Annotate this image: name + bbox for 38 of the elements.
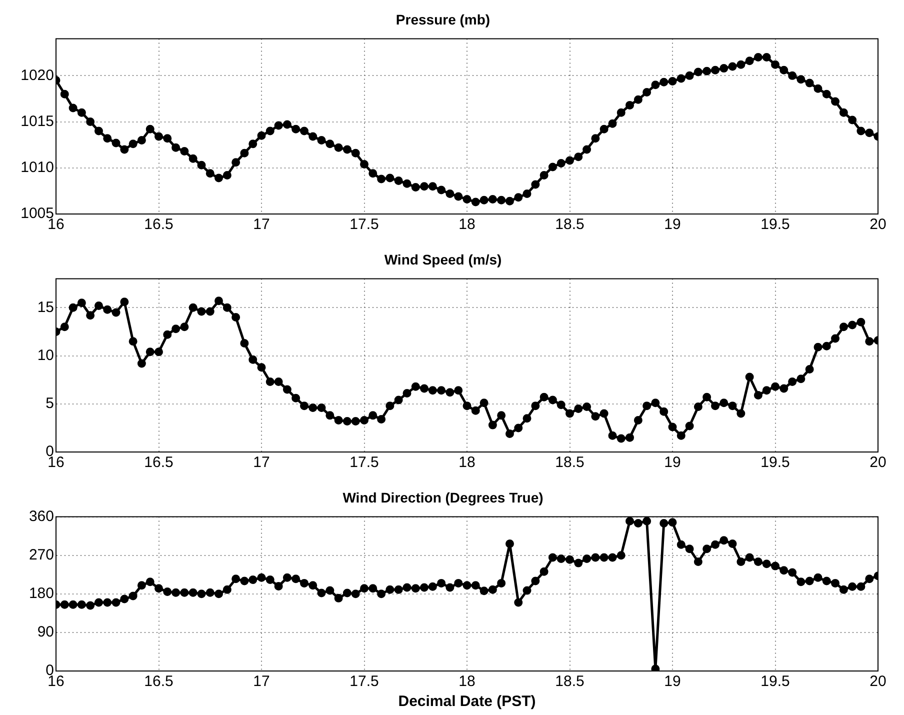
y-tick-label: 270 — [28, 546, 54, 564]
x-tick-label: 17.5 — [350, 454, 379, 472]
y-tick-label: 180 — [28, 585, 54, 602]
y-tick-label: 15 — [37, 298, 54, 316]
x-tick-label: 18.5 — [555, 673, 584, 690]
x-tick-label: 19 — [664, 454, 681, 472]
chart-title: Wind Speed (m/s) — [384, 251, 502, 268]
y-tick-label: 10 — [37, 346, 54, 364]
x-tick-label: 19.5 — [760, 454, 790, 472]
x-tick-label: 18 — [458, 216, 476, 234]
x-tick-label: 17.5 — [350, 673, 379, 690]
x-tick-label: 16.5 — [144, 454, 174, 472]
x-tick-label: 20 — [870, 673, 886, 690]
chart-title: Wind Direction (Degrees True) — [342, 489, 544, 506]
y-tick-label: 90 — [37, 624, 54, 641]
x-tick-label: 17 — [253, 454, 270, 472]
y-tick-label: 1015 — [20, 112, 54, 130]
x-tick-label: 19.5 — [760, 216, 790, 234]
x-tick-label: 17 — [253, 216, 270, 234]
x-tick-label: 19.5 — [760, 673, 790, 690]
x-tick-label: 16.5 — [144, 673, 174, 690]
x-tick-label: 17.5 — [350, 216, 379, 234]
x-tick-label: 19 — [664, 216, 681, 234]
x-tick-label: 20 — [870, 216, 886, 234]
x-tick-label: 18.5 — [555, 216, 584, 234]
x-tick-label: 18 — [458, 673, 476, 690]
x-tick-label: 18.5 — [555, 454, 584, 472]
x-tick-label: 20 — [870, 454, 886, 472]
y-tick-label: 5 — [46, 395, 54, 412]
x-tick-label: 16.5 — [144, 216, 174, 234]
x-tick-label: 18 — [458, 454, 476, 472]
y-tick-label: 360 — [28, 508, 54, 525]
x-axis-title: Decimal Date (PST) — [398, 693, 536, 710]
x-tick-label: 19 — [664, 673, 681, 690]
y-tick-label: 1010 — [20, 159, 54, 176]
chart-title: Pressure (mb) — [396, 11, 490, 28]
x-tick-label: 17 — [253, 673, 270, 690]
y-tick-label: 1020 — [20, 66, 54, 84]
